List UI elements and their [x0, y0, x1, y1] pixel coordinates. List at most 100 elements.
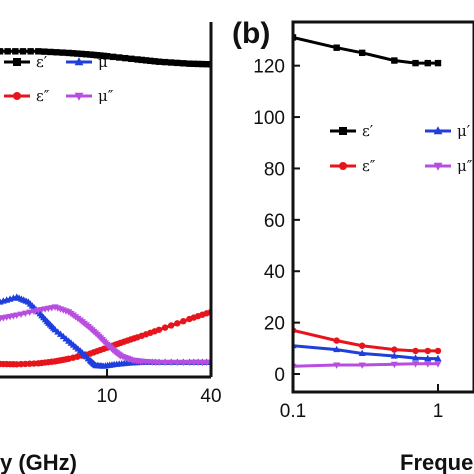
panel-a-series-0-point-12 — [74, 50, 81, 57]
panel-b-series-1-point-3 — [391, 346, 398, 353]
panel-a-series-3-point-69 — [179, 359, 187, 367]
panel-b-series-3-point-5 — [424, 361, 432, 368]
panel-a-series-0-point-10 — [65, 49, 72, 57]
panel-b-series-0-point-1 — [333, 44, 340, 51]
panel-b-series-0-point-5 — [424, 59, 431, 67]
panel-b-legend-label-1: μ′ — [457, 122, 471, 140]
panel-a-series-1-point-49 — [180, 317, 187, 325]
panel-a-series-line-3 — [0, 305, 211, 364]
panel-a-xtick-label-0: 10 — [96, 386, 117, 407]
panel-a-legend-marker-1 — [74, 57, 84, 66]
panel-a-series-0-point-37 — [194, 60, 202, 68]
panel-b-frame — [291, 20, 474, 394]
panel-b-legend: ε′ μ′ ε″ μ″ — [330, 122, 473, 175]
panel-b-xtick-label-0: 0.1 — [280, 401, 306, 422]
panel-a-legend-marker-2 — [13, 92, 21, 100]
panel-a-series-0-point-3 — [19, 48, 27, 55]
panel-b-panel-label: (b) — [232, 17, 270, 50]
panel-b-xtick-label-1: 1 — [433, 401, 444, 422]
panel-b-series-0-point-0 — [293, 34, 297, 41]
panel-b-chart: 0 20 40 60 80 100 120 0.1 1 Freque (b) ε′ μ′ ε″ μ″ — [232, 17, 474, 474]
panel-a-series-0-point-26 — [138, 56, 145, 64]
panel-a-series-0-point-0 — [0, 48, 4, 55]
panel-b-series-1-point-1 — [333, 337, 340, 344]
panel-a-series-1-point-46 — [161, 324, 169, 331]
panel-b-series-0-point-4 — [412, 59, 419, 67]
panel-b-legend-label-0: ε′ — [362, 122, 374, 140]
panel-a-series-0-point-17 — [93, 52, 101, 59]
panel-a-series-0-point-21 — [109, 53, 117, 61]
panel-b-legend-marker-2 — [339, 162, 347, 170]
panel-b-series-1-point-2 — [358, 342, 366, 349]
panel-a-series-0-point-39 — [203, 61, 210, 68]
panel-a-series-0-point-35 — [186, 60, 193, 67]
panel-a-series-0-point-8 — [53, 49, 60, 56]
panel-b-series-2-point-3 — [390, 352, 398, 359]
panel-a-series-0-point-36 — [190, 60, 197, 68]
panel-b-ytick-label-0: 0 — [274, 365, 285, 386]
panel-a-series-0-point-9 — [59, 49, 66, 56]
panel-a-legend-marker-0 — [13, 58, 21, 66]
panel-b-series-0-point-3 — [391, 57, 398, 64]
panel-a-legend-label-1: μ′ — [98, 53, 112, 71]
panel-a-legend-label-3: μ″ — [98, 87, 114, 105]
panel-a-series-0-point-18 — [97, 52, 104, 59]
panel-b-series-2-point-2 — [358, 349, 366, 357]
panel-b-series-1-point-4 — [412, 347, 419, 355]
panel-b-legend-label-2: ε″ — [362, 157, 376, 175]
panel-a-chart: 10 40 y (GHz) ε′ μ′ ε″ μ″ — [0, 22, 222, 474]
panel-a-series-0-point-15 — [87, 51, 94, 58]
panel-a-series-group — [0, 48, 211, 369]
panel-b-legend-label-3: μ″ — [457, 157, 473, 175]
panel-a-series-3-point-67 — [167, 359, 175, 367]
panel-a-series-3-point-6 — [17, 311, 25, 318]
panel-a-series-0-point-11 — [69, 50, 77, 57]
panel-a-series-3-point-65 — [155, 359, 163, 367]
panel-b-legend-marker-0 — [339, 127, 347, 135]
panel-a-series-0-point-7 — [47, 48, 54, 56]
panel-a-series-0-point-19 — [100, 52, 107, 60]
panel-b-series-3-point-6 — [434, 361, 442, 368]
panel-b-series-0-point-2 — [358, 49, 366, 57]
panel-a-series-0-point-24 — [128, 55, 135, 63]
panel-a-series-0-point-6 — [41, 48, 48, 55]
panel-b-series-3-point-2 — [358, 362, 366, 369]
panel-b-series-2-point-1 — [333, 345, 341, 353]
panel-a-legend-label-0: ε′ — [36, 53, 48, 71]
panel-a-series-line-1 — [0, 310, 211, 366]
panel-a-series-1-point-48 — [174, 320, 181, 327]
panel-b-ytick-label-3: 60 — [264, 211, 285, 232]
panel-b-series-3-point-3 — [390, 361, 398, 369]
panel-a-series-0-point-33 — [174, 59, 181, 67]
panel-b-series-3-point-1 — [333, 362, 341, 369]
panel-a-series-0-point-27 — [142, 57, 150, 64]
panel-b-ytick-label-2: 40 — [264, 262, 285, 283]
panel-b-series-2-point-6 — [434, 354, 442, 362]
panel-a-series-3-point-7 — [21, 310, 29, 318]
panel-b-ytick-label-1: 20 — [264, 314, 285, 335]
panel-a-series-0-point-32 — [167, 59, 175, 66]
panel-b-ytick-label-5: 100 — [253, 108, 285, 129]
panel-a-series-0-point-5 — [35, 48, 42, 55]
panel-a-xtick-label-1: 40 — [200, 386, 221, 407]
panel-b-series-line-0 — [293, 35, 438, 65]
panel-a-series-0-point-31 — [161, 58, 169, 66]
panel-b-legend-marker-3 — [433, 162, 443, 171]
panel-a-series-0-point-29 — [151, 58, 158, 65]
panel-b-x-axis-label: Freque — [400, 450, 473, 474]
panel-b-series-2-point-4 — [412, 354, 420, 361]
panel-a-series-1-point-45 — [155, 326, 163, 333]
panel-a-series-0-point-1 — [4, 48, 11, 55]
panel-b-series-0-point-6 — [434, 59, 442, 67]
panel-b-series-3-point-4 — [412, 361, 420, 368]
panel-a-series-3-point-8 — [26, 309, 34, 317]
panel-a-series-0-point-16 — [90, 51, 97, 59]
panel-a-series-0-point-34 — [180, 60, 187, 67]
panel-a-series-3-point-5 — [13, 312, 21, 319]
panel-a-series-0-point-23 — [122, 54, 129, 62]
panel-a-series-3-point-66 — [161, 359, 169, 367]
panel-a-series-0-point-38 — [199, 60, 206, 68]
panel-a-series-0-point-20 — [103, 52, 111, 60]
panel-a-series-0-point-25 — [134, 56, 141, 63]
